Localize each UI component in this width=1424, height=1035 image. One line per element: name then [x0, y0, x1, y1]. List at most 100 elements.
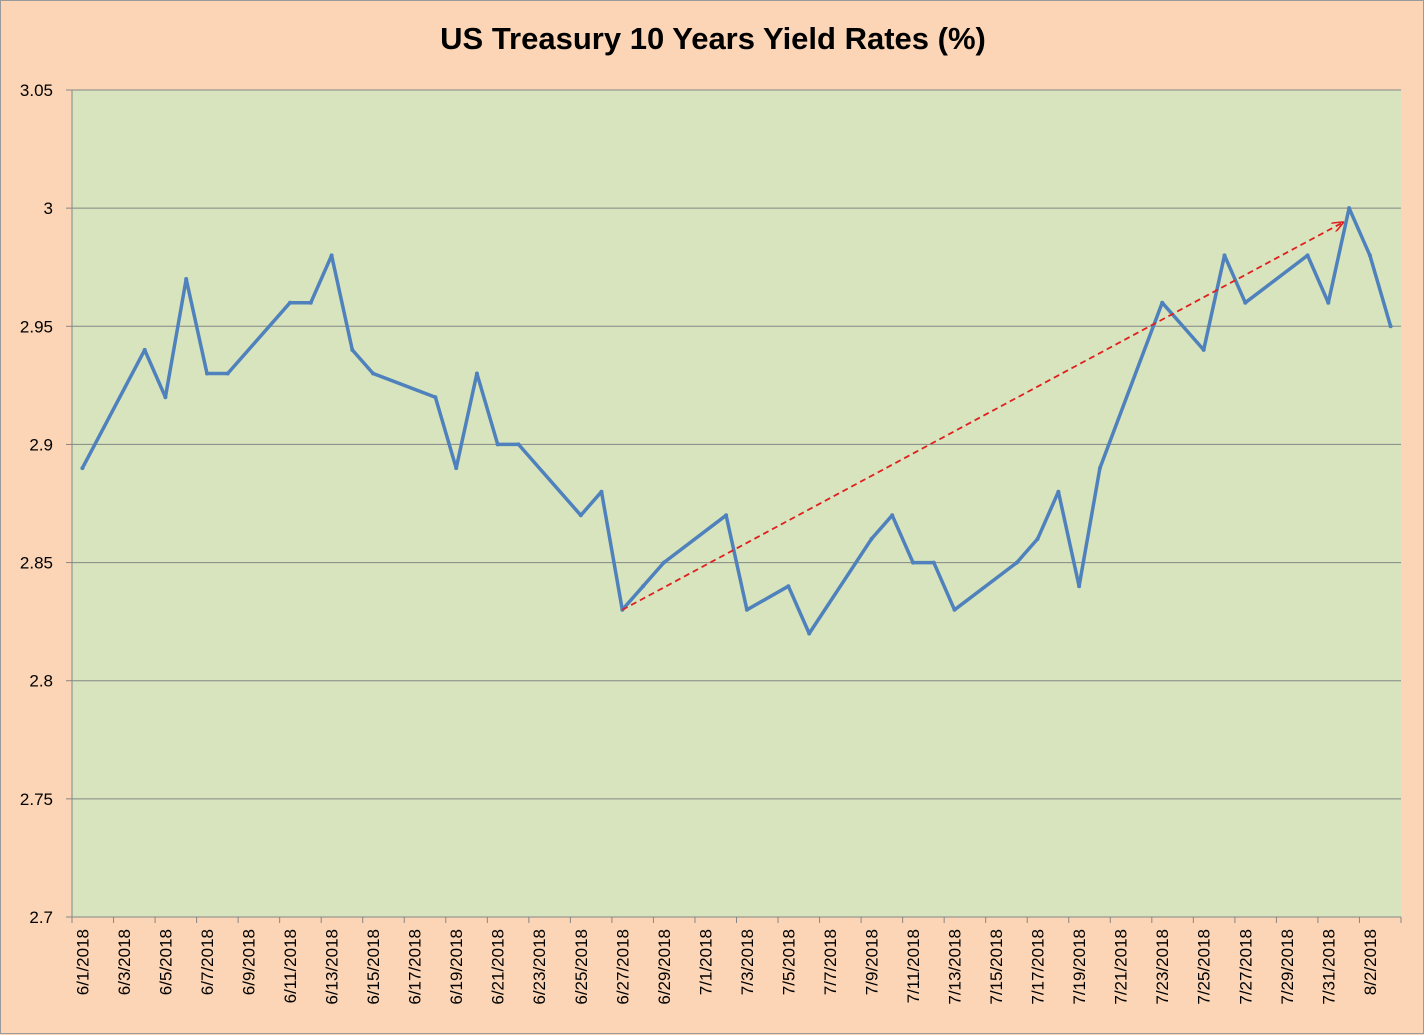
data-point — [1035, 536, 1040, 541]
chart-title: US Treasury 10 Years Yield Rates (%) — [440, 21, 986, 56]
x-tick-label: 6/21/2018 — [489, 929, 508, 1005]
data-point — [1347, 206, 1352, 211]
x-tick-label-group: 7/15/2018 — [987, 929, 1006, 1005]
x-tick-label: 6/15/2018 — [364, 929, 383, 1005]
data-point — [890, 513, 895, 518]
x-tick-label-group: 7/7/2018 — [821, 929, 840, 995]
x-tick-label: 6/27/2018 — [613, 929, 632, 1005]
x-tick-label: 7/17/2018 — [1029, 929, 1048, 1005]
y-tick-label: 2.8 — [29, 672, 53, 691]
data-point — [641, 584, 646, 589]
y-tick-label: 2.9 — [29, 435, 53, 454]
data-point — [1388, 324, 1393, 329]
data-point — [1097, 466, 1102, 471]
x-tick-label: 6/11/2018 — [281, 929, 300, 1003]
data-point — [599, 489, 604, 494]
x-tick-label-group: 6/21/2018 — [489, 929, 508, 1005]
x-tick-label: 6/29/2018 — [655, 929, 674, 1005]
x-tick-label: 7/7/2018 — [821, 929, 840, 995]
data-point — [744, 607, 749, 612]
plot-area — [72, 90, 1401, 917]
data-point — [1367, 253, 1372, 258]
data-point — [1077, 584, 1082, 589]
data-point — [225, 371, 230, 376]
x-tick-label: 6/25/2018 — [572, 929, 591, 1005]
x-tick-label: 7/1/2018 — [696, 929, 715, 995]
data-point — [1014, 560, 1019, 565]
x-tick-label-group: 6/13/2018 — [323, 929, 342, 1005]
x-tick-label: 7/19/2018 — [1070, 929, 1089, 1005]
x-tick-label: 6/1/2018 — [73, 929, 92, 995]
data-point — [807, 631, 812, 636]
data-point — [952, 607, 957, 612]
axes: 2.7 2.75 2.8 2.85 2.9 2.95 3 3.05 6/1/2018 6/3/20… — [20, 81, 1402, 1005]
y-tick-label: 2.85 — [20, 554, 53, 573]
x-tick-label: 7/25/2018 — [1195, 929, 1214, 1005]
x-tick-label-group: 7/13/2018 — [946, 929, 965, 1005]
x-tick-label-group: 6/27/2018 — [613, 929, 632, 1005]
x-tick-label-group: 7/27/2018 — [1236, 929, 1255, 1005]
data-point — [1326, 300, 1331, 305]
data-point — [869, 536, 874, 541]
x-tick-label-group: 7/21/2018 — [1112, 929, 1131, 1005]
x-tick-label-group: 7/9/2018 — [862, 929, 881, 995]
x-tick-label: 6/13/2018 — [323, 929, 342, 1005]
data-point — [308, 300, 313, 305]
data-point — [1243, 300, 1248, 305]
y-tick-label: 2.95 — [20, 317, 53, 336]
x-tick-label: 6/5/2018 — [156, 929, 175, 995]
x-tick-label: 7/21/2018 — [1112, 929, 1131, 1005]
data-point — [288, 300, 292, 305]
data-point — [911, 560, 915, 565]
x-tick-label: 7/31/2018 — [1319, 929, 1338, 1005]
x-tick-label: 7/11/2018 — [904, 929, 923, 1003]
x-tick-label: 6/7/2018 — [198, 929, 217, 995]
x-tick-label-group: 6/9/2018 — [240, 929, 259, 995]
x-tick-label: 6/9/2018 — [240, 929, 259, 995]
x-tick-label: 7/3/2018 — [738, 929, 757, 995]
data-point — [454, 466, 459, 471]
trend-arrow — [621, 222, 1343, 611]
x-tick-label-group: 7/11/2018 — [904, 929, 923, 1003]
data-point — [329, 253, 334, 258]
data-point — [163, 395, 168, 400]
y-tick-label: 3 — [44, 199, 53, 218]
x-tick-label: 7/5/2018 — [779, 929, 798, 995]
x-tick-label-group: 6/15/2018 — [364, 929, 383, 1005]
x-tick-label: 8/2/2018 — [1361, 929, 1380, 995]
x-tick-label: 6/23/2018 — [530, 929, 549, 1005]
x-tick-label: 7/23/2018 — [1153, 929, 1172, 1005]
x-tick-label-group: 7/17/2018 — [1029, 929, 1048, 1005]
data-point — [1222, 253, 1227, 258]
x-tick-label-group: 8/2/2018 — [1361, 929, 1380, 995]
x-tick-label: 7/9/2018 — [862, 929, 881, 995]
data-point — [433, 395, 438, 400]
data-point — [578, 513, 583, 518]
data-point — [931, 560, 936, 565]
x-tick-label: 7/15/2018 — [987, 929, 1006, 1005]
x-tick-label-group: 7/3/2018 — [738, 929, 757, 995]
x-tick-label-group: 7/5/2018 — [779, 929, 798, 995]
x-tick-label-group: 6/5/2018 — [156, 929, 175, 995]
y-tick-label: 2.75 — [20, 790, 53, 809]
x-tick-label: 7/29/2018 — [1278, 929, 1297, 1005]
x-tick-label-group: 6/11/2018 — [281, 929, 300, 1003]
data-point — [724, 513, 729, 518]
data-point — [786, 584, 791, 589]
x-tick-label: 6/17/2018 — [406, 929, 425, 1005]
x-tick-label-group: 7/29/2018 — [1278, 929, 1297, 1005]
x-tick-label-group: 6/3/2018 — [115, 929, 134, 995]
x-tick-label-group: 6/7/2018 — [198, 929, 217, 995]
data-point — [350, 347, 355, 352]
x-tick-label-group: 7/1/2018 — [696, 929, 715, 995]
data-point — [142, 347, 147, 352]
x-tick-label-group: 6/23/2018 — [530, 929, 549, 1005]
data-point — [371, 371, 376, 376]
y-tick-label: 3.05 — [20, 81, 53, 100]
series-layer — [80, 206, 1393, 636]
data-point — [1056, 489, 1061, 494]
data-point — [661, 560, 666, 565]
data-point — [80, 466, 85, 471]
